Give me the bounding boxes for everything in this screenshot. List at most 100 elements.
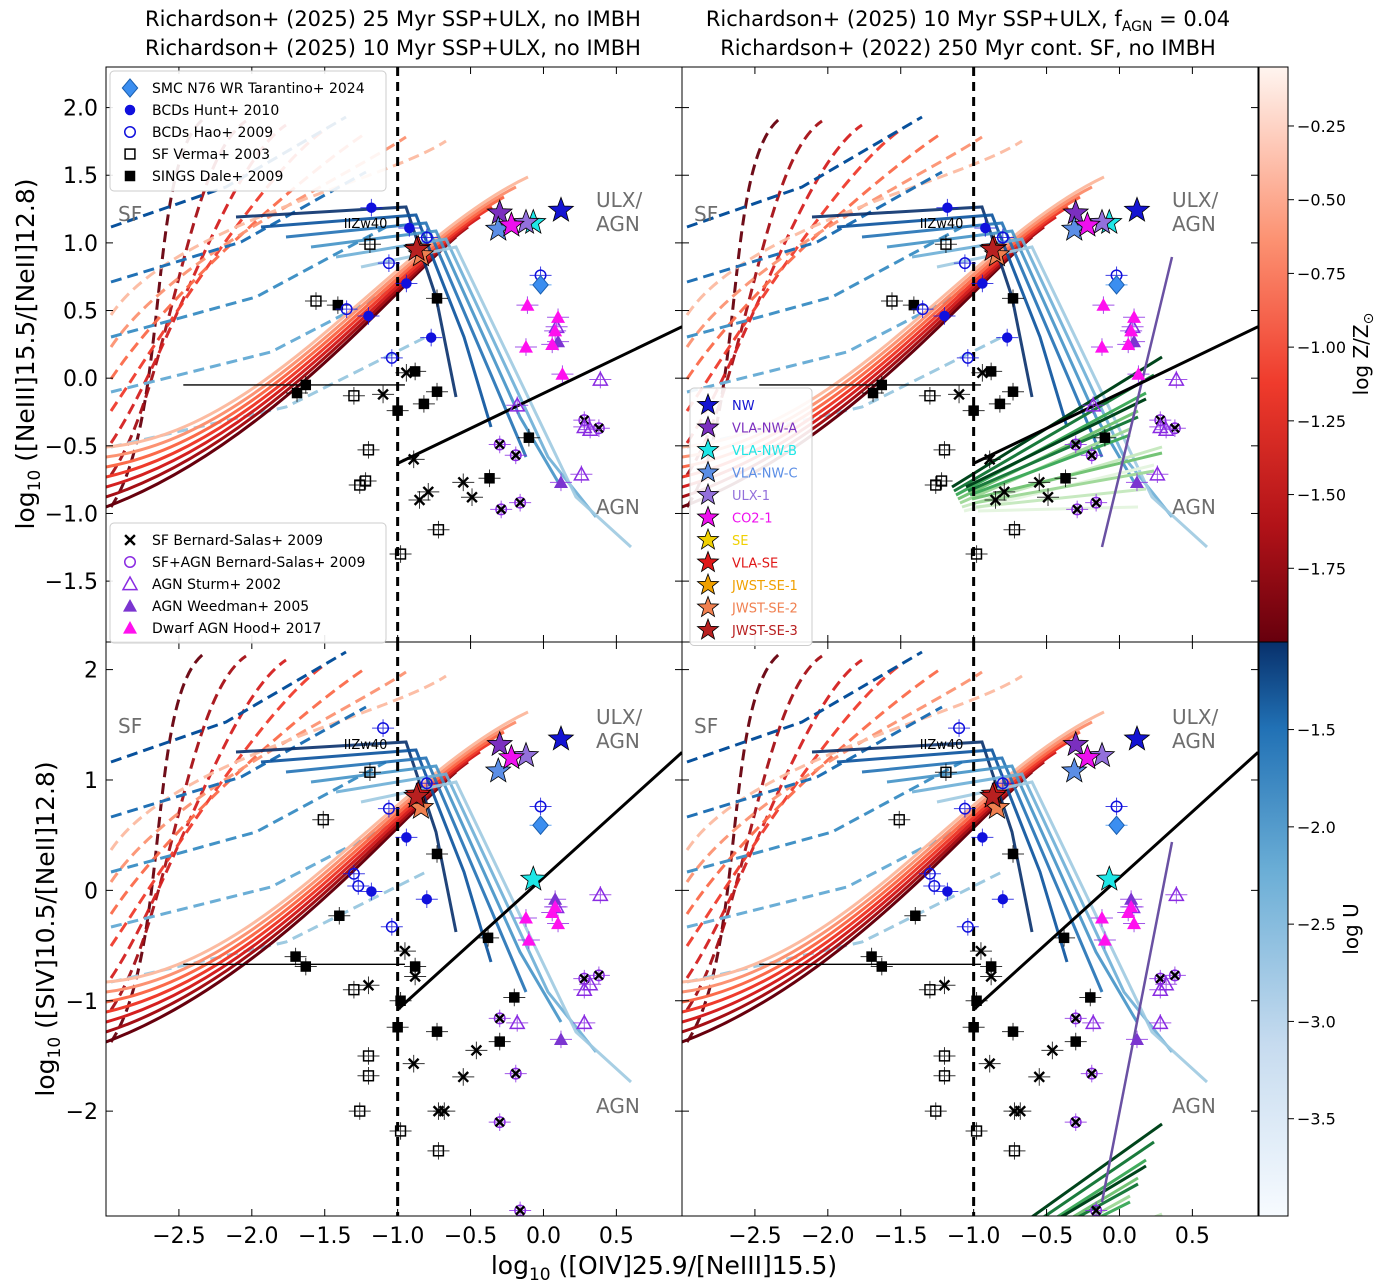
obs-hood2017 [1121,337,1136,350]
obs-hood2017 [521,933,536,946]
y-tick-label: 1.0 [63,232,98,257]
obs-dale2009 [395,995,406,1006]
error-bar [918,386,941,405]
obs-hunt2010 [363,310,374,322]
legend-marker-star [696,460,720,483]
model-line-metallicity [106,710,529,984]
model-line-dashed [685,658,863,979]
label-ulx-agn: AGN [1172,729,1216,753]
label-ulx: ULX/ [596,188,642,212]
y-tick-label: 0.5 [63,300,98,325]
obs-hunt2010 [366,202,377,213]
obs-hood2017 [520,298,535,311]
divider-diagonal [972,325,1258,465]
obs-bernard-sfagn-cross [1086,1068,1097,1079]
model-line-ionization [836,213,1069,428]
label-sf: SF [694,202,718,226]
obs-verma2003 [924,984,936,996]
obs-hao2009 [1110,800,1123,813]
label-agn: AGN [1172,1094,1216,1118]
obs-hunt2010 [1001,332,1013,343]
obs-bernard_sfagn [1069,438,1082,451]
legend-label: VLA-NW-A [732,422,797,437]
error-bar [357,1067,380,1085]
model-line-agn [965,397,1147,489]
legend-marker [124,556,136,568]
y-tick-label: −0.5 [45,435,98,460]
obs-bernard_sf [470,1044,483,1057]
model-line-dashed [109,658,287,979]
model-line-metallicity [106,195,505,469]
obs-sturm2002 [592,370,609,386]
obs-bernard_sf [1033,476,1046,489]
y-tick-label: −1 [66,990,98,1015]
model-line-dashed-u [110,705,367,819]
obs-bernard-sfagn-cross [1091,1205,1102,1216]
model-line-dashed-u [686,650,923,764]
model-line-agn [1056,1158,1147,1216]
divider-diagonal [396,325,682,465]
model-line-metallicity [682,730,1081,1004]
obs-dale2009 [409,366,421,377]
divider-diagonal [396,751,682,1011]
model-line-metallicity [682,710,1105,984]
label-agn: AGN [596,1094,640,1118]
obs-bernard_sf [399,945,411,957]
obs-sturm2002 [581,975,599,991]
title-right-line1: Richardson+ (2025) 10 Myr SSP+ULX, fAGN … [706,7,1230,35]
obs-dale2009 [509,992,520,1003]
obs-bernard_sf [983,453,996,466]
y-tick-label: −1.5 [45,570,98,595]
x-tick-label: 0.5 [599,1224,634,1249]
obs-hao2009 [385,920,398,933]
frame-bottom-right [681,641,1259,1217]
obs-bernard_sfagn [1069,1012,1082,1025]
model-line-dashed [685,654,823,1011]
obs-hood2017 [518,340,533,353]
error-bar [918,980,941,999]
error-bar [347,877,370,895]
x-tick-label: −1.0 [371,1224,424,1249]
error-bar [930,472,953,490]
error-bar [948,719,971,737]
error-bar [933,1067,956,1085]
legend-marker-star [696,415,720,438]
region-star-jwst-se-3 [979,235,1007,262]
legend-label: SMC N76 WR Tarantino+ 2024 [152,81,365,97]
legend-marker [124,148,136,160]
legend-marker-star [696,617,720,640]
obs-dale2009 [1058,932,1070,944]
legend-marker [121,78,139,98]
model-line-metallicity [106,730,505,1004]
obs-bernard_sf [413,494,426,506]
obs-dale2009 [332,299,344,311]
error-bar [372,719,395,737]
obs-verma2003 [359,475,372,487]
model-line-dashed [109,662,327,947]
legend-frame [689,387,813,646]
legend-label: BCDs Hao+ 2009 [152,125,273,141]
colorbar-tick-label: −1.75 [1297,559,1346,578]
obs-bernard_sf [989,494,1002,506]
model-line-metallicity [682,740,1069,1014]
obs-sturm2002 [1157,975,1175,991]
x-tick-label: −0.5 [444,1224,497,1249]
obs-hood2017 [551,916,566,930]
obs-hunt2010 [997,893,1009,905]
model-line-dashed-u [686,170,943,284]
model-line-metallicity [682,760,1045,1034]
obs-hao2009 [420,777,433,790]
region-star-vla-nw-a [486,730,514,757]
colorbar-ticks: −0.25 −0.50 −0.75 −1.00 −1.25 −1.50 −1.75 −1.5 −… [1288,117,1346,1129]
region-star-vla-nw-a [1062,730,1090,757]
x-tick-label: −2.5 [728,1224,781,1249]
obs-hao2009 [928,879,941,892]
obs-verma2003 [354,1105,366,1117]
x-tick-label: −2.0 [801,1224,854,1249]
x-tick-label: −0.5 [1020,1224,1073,1249]
legend-label: SE [732,534,748,549]
obs-dale2009 [1007,848,1019,860]
legend-label: JWST-SE-3 [731,624,798,639]
legend-marker-star [696,505,720,528]
error-bar [1105,797,1128,816]
